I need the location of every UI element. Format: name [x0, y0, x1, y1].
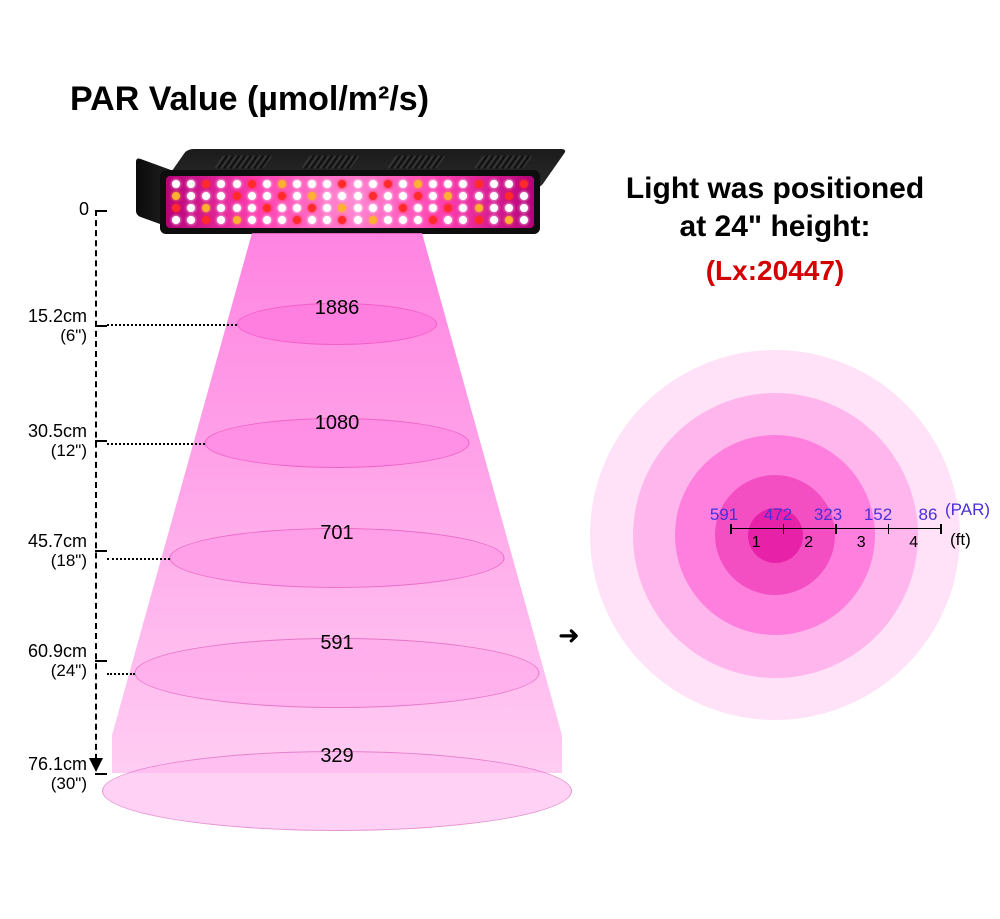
grow-light-illustration: MTPAKE — [160, 128, 540, 238]
axis-label: 60.9cm(24") — [17, 642, 87, 680]
lamp-front — [160, 170, 540, 234]
vent-icon — [387, 156, 446, 169]
arrow-down-icon — [89, 758, 103, 772]
ruler-tick — [940, 524, 942, 534]
axis-tick-0 — [95, 210, 107, 212]
footprint-ft-ruler: 1234 — [730, 528, 940, 529]
ruler-tick — [783, 524, 785, 534]
ruler-tick — [888, 524, 890, 534]
ruler-tick — [730, 524, 732, 534]
distance-axis: 0 15.2cm(6")30.5cm(12")45.7cm(18")60.9cm… — [95, 210, 97, 770]
axis-tick — [95, 325, 107, 327]
footprint-par-value: 323 — [803, 505, 853, 525]
ruler-tick — [835, 524, 837, 534]
vent-icon — [300, 156, 359, 169]
leader-line — [107, 673, 135, 675]
axis-tick — [95, 773, 107, 775]
axis-label: 76.1cm(30") — [17, 755, 87, 793]
vent-row — [214, 156, 533, 169]
ft-unit-label: (ft) — [950, 530, 971, 550]
right-title-line2: at 24" height: — [680, 210, 871, 243]
leader-line — [107, 324, 237, 326]
right-title-line1: Light was positioned — [626, 172, 924, 205]
par-unit-label: (PAR) — [945, 500, 990, 520]
footprint-par-value: 591 — [695, 505, 753, 525]
axis-label: 15.2cm(6") — [17, 307, 87, 345]
right-title: Light was positioned at 24" height: — [565, 170, 985, 245]
par-value: 1886 — [315, 297, 360, 320]
axis-label: 45.7cm(18") — [17, 532, 87, 570]
axis-tick — [95, 550, 107, 552]
par-footprint — [590, 350, 960, 720]
axis-label: 30.5cm(12") — [17, 422, 87, 460]
footprint-par-scale: 59147232315286 — [695, 505, 953, 525]
ruler-label: 4 — [909, 534, 918, 552]
ruler-label: 2 — [804, 534, 813, 552]
leader-line — [107, 558, 170, 560]
led-panel — [166, 176, 534, 228]
leader-line — [107, 443, 205, 445]
par-value: 1080 — [315, 412, 360, 435]
axis-tick — [95, 440, 107, 442]
par-value: 701 — [320, 522, 353, 545]
axis-tick — [95, 660, 107, 662]
arrow-right-icon: ➜ — [558, 620, 580, 651]
axis-label-0: 0 — [65, 200, 89, 220]
lux-value: (Lx:20447) — [565, 255, 985, 287]
footprint-par-value: 152 — [853, 505, 903, 525]
par-value: 591 — [320, 632, 353, 655]
footprint-par-value: 472 — [753, 505, 803, 525]
vent-icon — [214, 156, 273, 169]
vent-icon — [474, 156, 533, 169]
page-title: PAR Value (µmol/m²/s) — [70, 80, 429, 119]
ruler-label: 1 — [752, 534, 761, 552]
ruler-label: 3 — [857, 534, 866, 552]
axis-line — [95, 210, 97, 770]
par-value: 329 — [320, 745, 353, 768]
